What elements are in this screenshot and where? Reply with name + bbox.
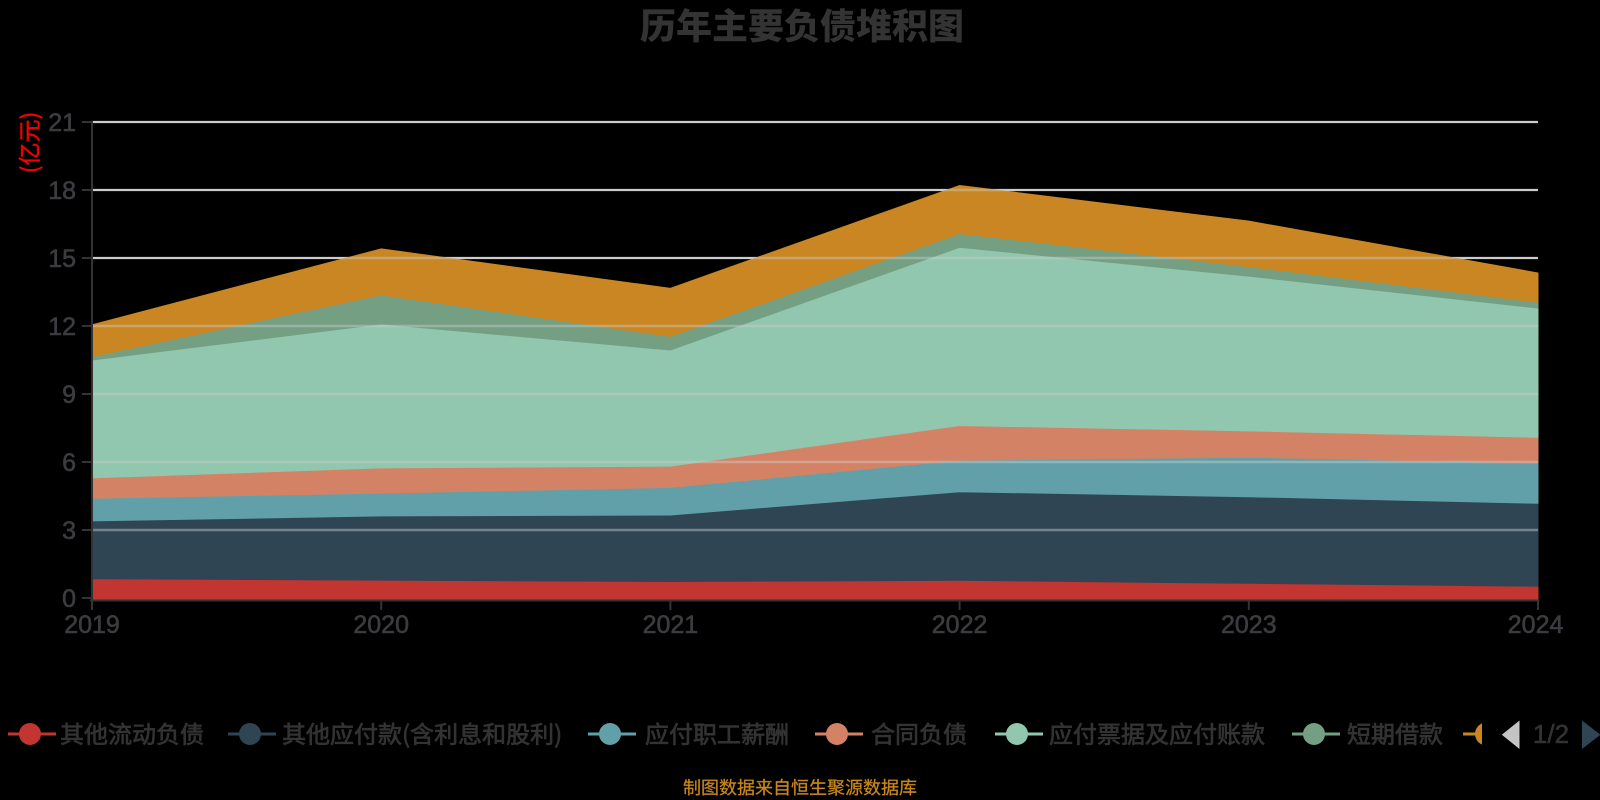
- svg-text:2020: 2020: [353, 611, 409, 639]
- svg-text:21: 21: [48, 109, 76, 137]
- svg-text:2022: 2022: [932, 611, 988, 639]
- svg-text:9: 9: [62, 381, 76, 409]
- svg-text:6: 6: [62, 449, 76, 477]
- svg-text:18: 18: [48, 177, 76, 205]
- svg-text:2024: 2024: [1508, 611, 1564, 639]
- svg-text:1/2: 1/2: [1533, 719, 1569, 749]
- svg-text:0: 0: [62, 585, 76, 613]
- svg-text:12: 12: [48, 313, 76, 341]
- svg-text:2021: 2021: [643, 611, 699, 639]
- svg-text:2023: 2023: [1221, 611, 1277, 639]
- svg-text:3: 3: [62, 517, 76, 545]
- svg-text:15: 15: [48, 245, 76, 273]
- svg-text:2019: 2019: [64, 611, 120, 639]
